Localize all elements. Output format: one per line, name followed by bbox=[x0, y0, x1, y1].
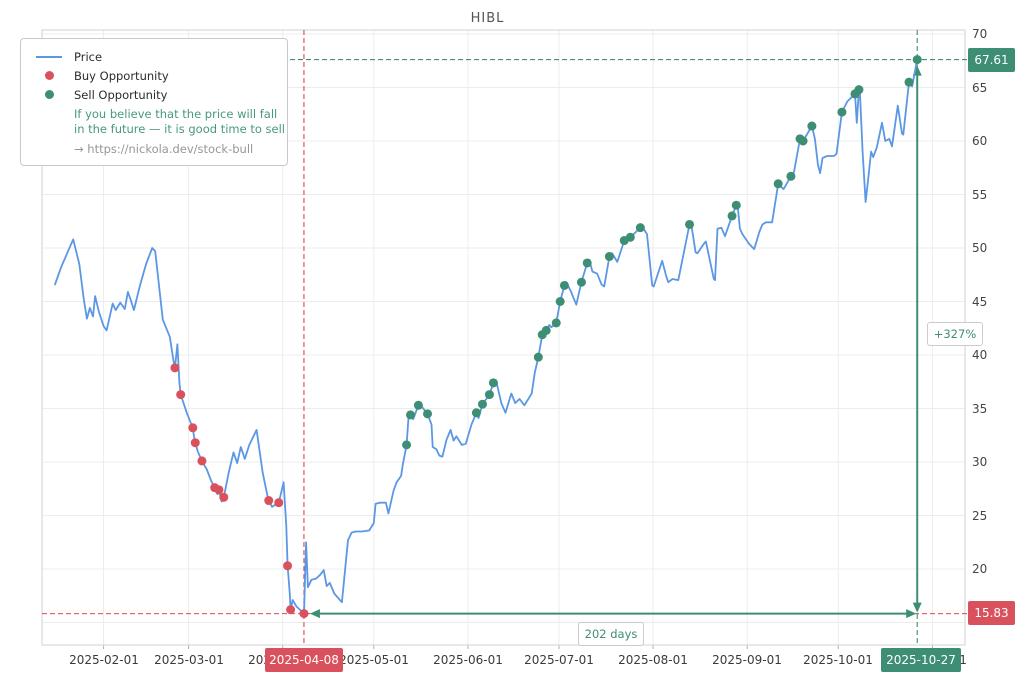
y-tick: 40 bbox=[972, 348, 988, 362]
legend-note: If you believe that the price will fall … bbox=[21, 107, 287, 136]
buy-date-badge: 2025-04-08 bbox=[265, 648, 343, 672]
gridlines bbox=[42, 30, 965, 645]
measure-arrows bbox=[309, 65, 922, 619]
y-tick: 70 bbox=[972, 27, 988, 41]
legend-price-label: Price bbox=[74, 49, 103, 64]
sell-dot-icon bbox=[34, 90, 64, 99]
legend-item-buy: Buy Opportunity bbox=[21, 66, 287, 85]
legend-note-line2: in the future — it is good time to sell bbox=[74, 121, 285, 136]
y-tick: 35 bbox=[972, 402, 988, 416]
y-tick: 65 bbox=[972, 81, 988, 95]
y-tick: 20 bbox=[972, 562, 988, 576]
legend-link: → https://nickola.dev/stock-bull bbox=[74, 142, 254, 156]
legend-buy-label: Buy Opportunity bbox=[74, 68, 169, 83]
sell-markers bbox=[402, 55, 922, 450]
legend-sell-label: Sell Opportunity bbox=[74, 87, 168, 102]
legend: Price Buy Opportunity Sell Opportunity I… bbox=[20, 38, 288, 166]
price-line bbox=[54, 58, 919, 615]
x-tick: 2025-06-01 bbox=[433, 653, 503, 667]
y-tick: 55 bbox=[972, 188, 988, 202]
page-title: HIBL bbox=[470, 11, 505, 26]
y-tick: 60 bbox=[972, 134, 988, 148]
sell-date-badge: 2025-10-27 bbox=[881, 648, 961, 672]
price-line-swatch bbox=[34, 55, 64, 58]
buy-dot-icon bbox=[34, 71, 64, 80]
y-tick: 45 bbox=[972, 295, 988, 309]
gain-percent-badge: +327% bbox=[927, 322, 983, 346]
x-tick: 2025-09-01 bbox=[712, 653, 782, 667]
legend-item-price: Price bbox=[21, 47, 287, 66]
x-tick: 2025-05-01 bbox=[339, 653, 409, 667]
y-tick: 50 bbox=[972, 241, 988, 255]
x-tick: 2025-10-01 bbox=[803, 653, 873, 667]
x-tick: 2025-02-01 bbox=[69, 653, 139, 667]
axis-tick-marks bbox=[103, 645, 933, 649]
legend-note-line1: If you believe that the price will fall bbox=[74, 107, 278, 121]
y-tick: 30 bbox=[972, 455, 988, 469]
sell-price-badge: 67.61 bbox=[968, 48, 1015, 72]
x-tick: 2025-07-01 bbox=[524, 653, 594, 667]
buy-price-badge: 15.83 bbox=[968, 601, 1015, 625]
legend-item-sell: Sell Opportunity bbox=[21, 85, 287, 104]
y-tick: 25 bbox=[972, 509, 988, 523]
duration-badge: 202 days bbox=[578, 622, 644, 646]
buy-markers bbox=[170, 363, 309, 619]
x-tick: 2025-08-01 bbox=[618, 653, 688, 667]
x-tick: 2025-03-01 bbox=[154, 653, 224, 667]
